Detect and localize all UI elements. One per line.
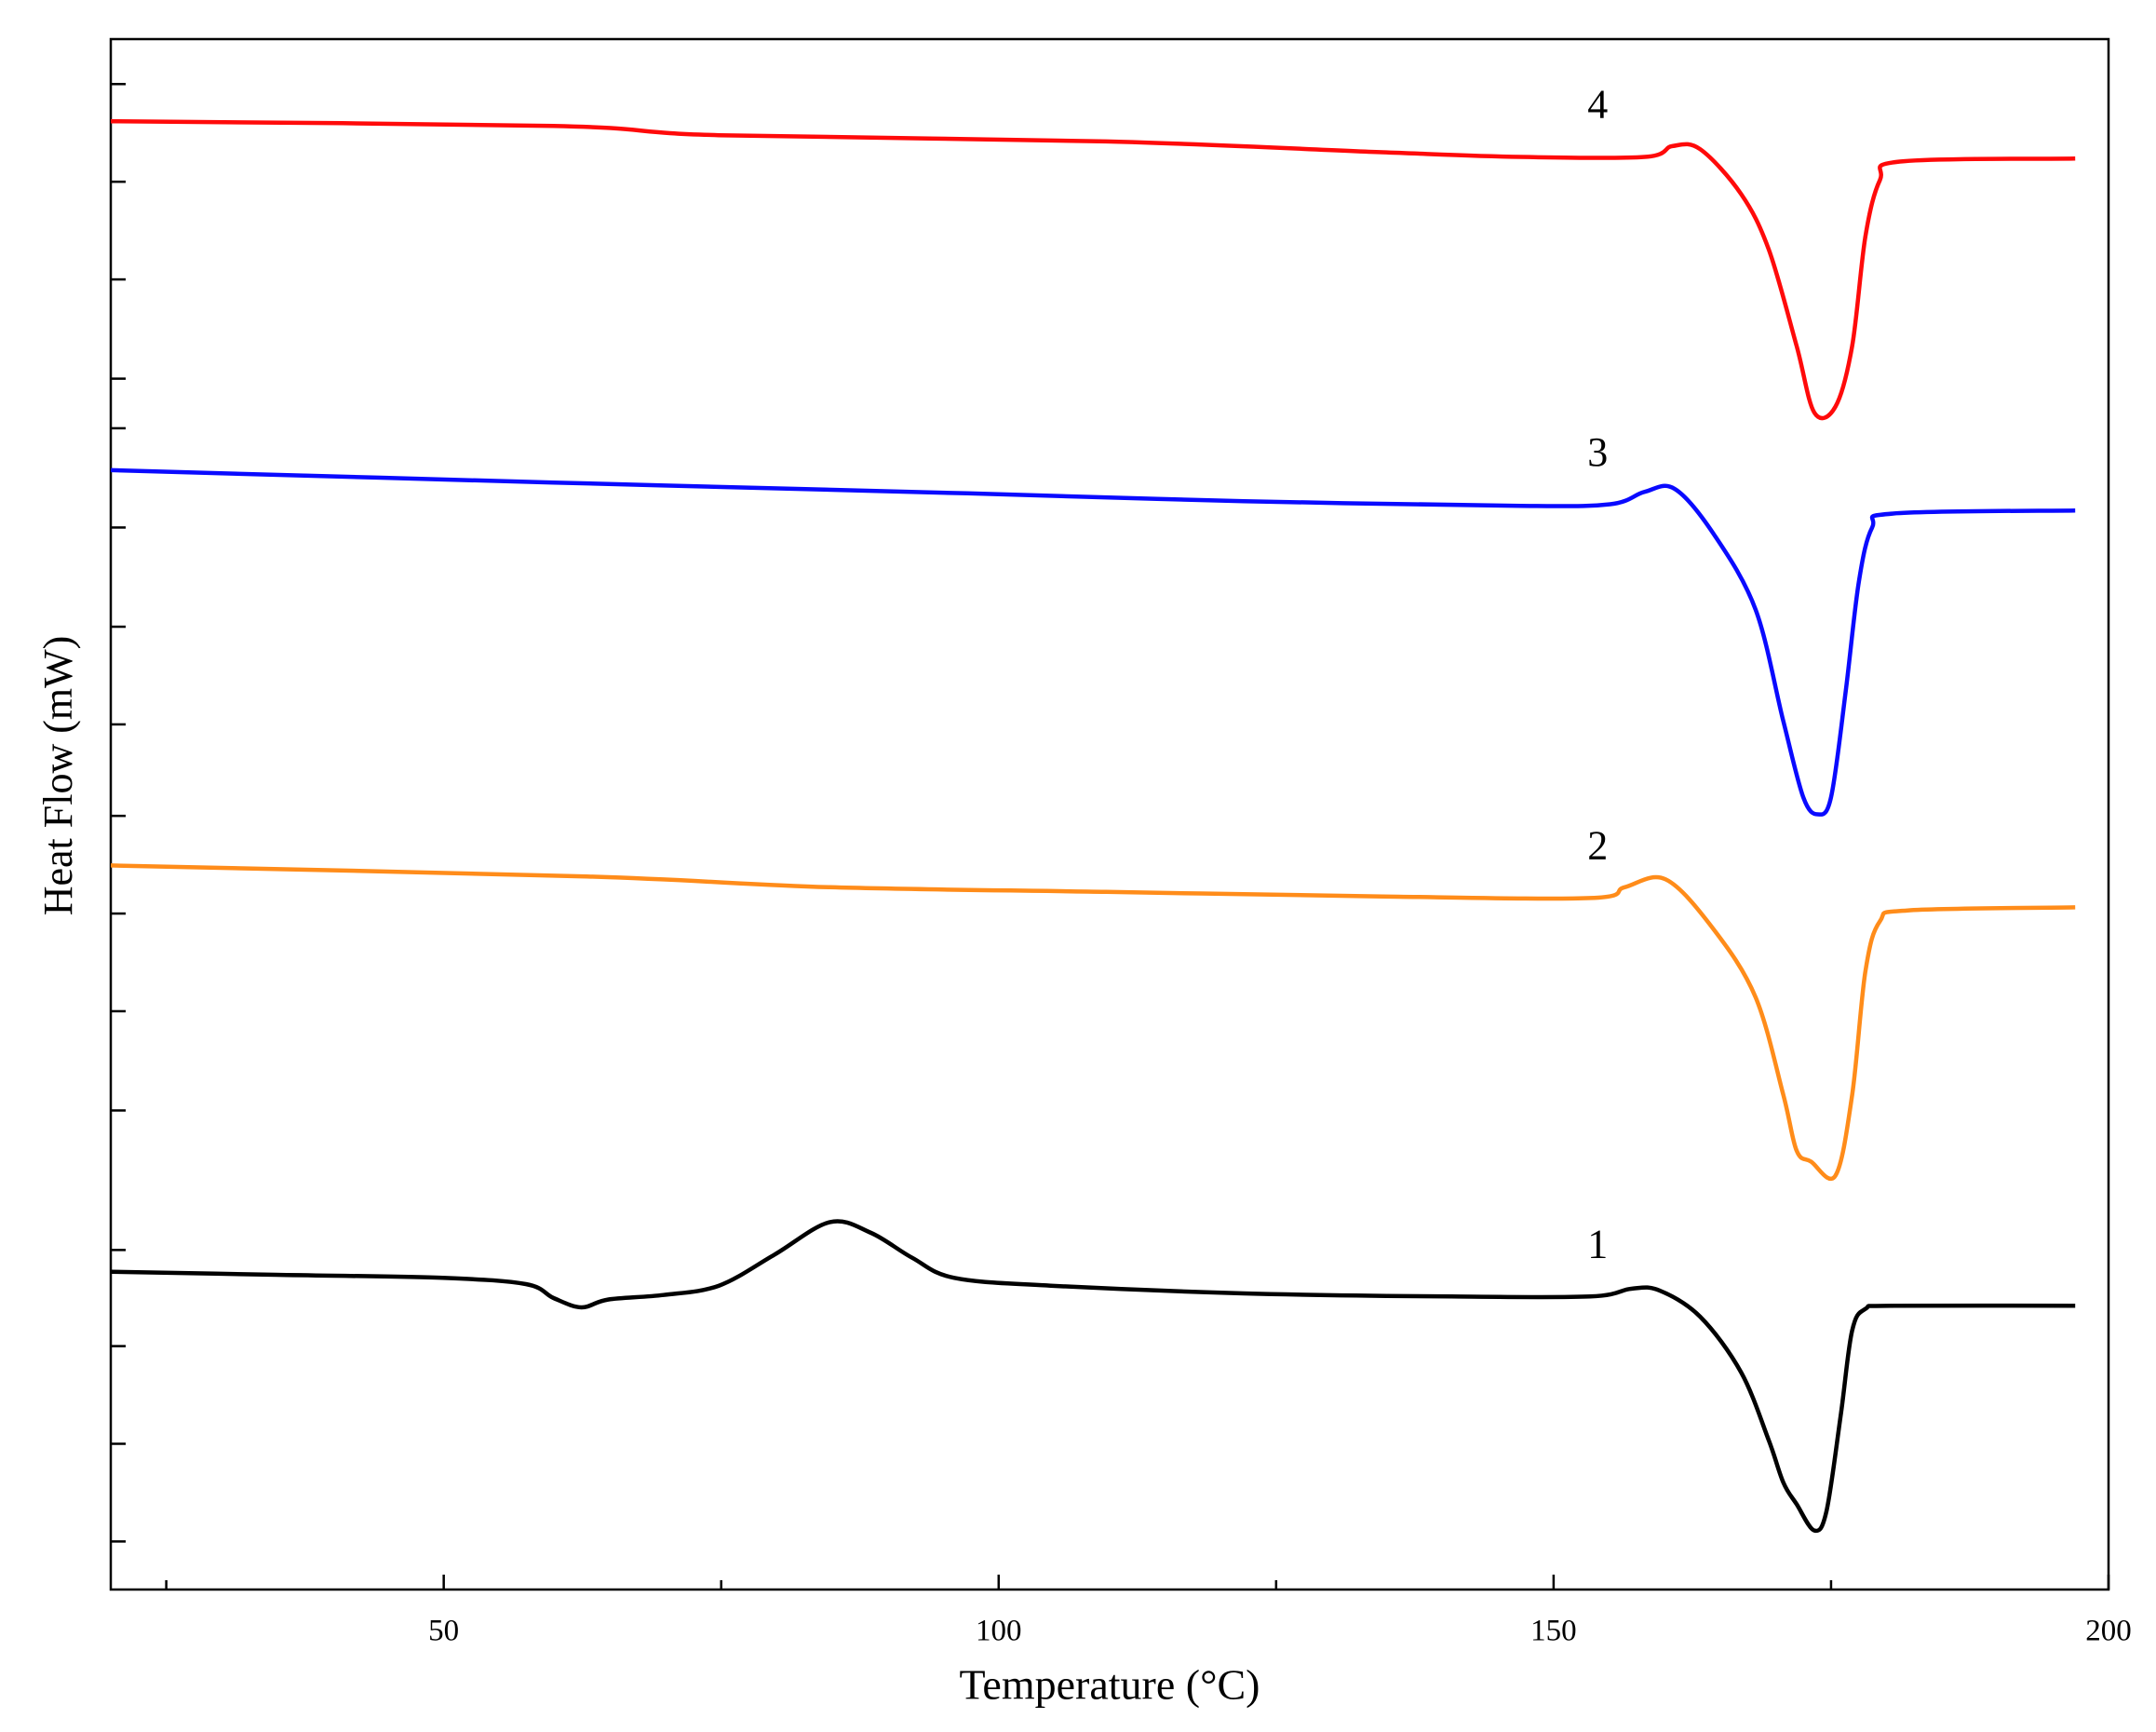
series-label: 1 [1587,1221,1608,1266]
x-tick-label: 100 [976,1615,1022,1648]
x-tick-label: 150 [1530,1615,1577,1648]
series-label: 2 [1587,822,1608,868]
y-axis-title: Heat Flow (mW) [35,636,81,916]
series-line [110,118,2076,421]
x-tick-label: 200 [2085,1615,2132,1648]
series-label: 3 [1587,429,1608,475]
series-label: 4 [1587,82,1608,128]
series-line [110,863,2076,1181]
series-line [110,1219,2076,1534]
plot-frame [109,37,2110,1591]
x-tick-label: 50 [428,1615,459,1648]
series-line [110,467,2076,817]
x-axis-title: Temperature (°C) [960,1661,1260,1709]
